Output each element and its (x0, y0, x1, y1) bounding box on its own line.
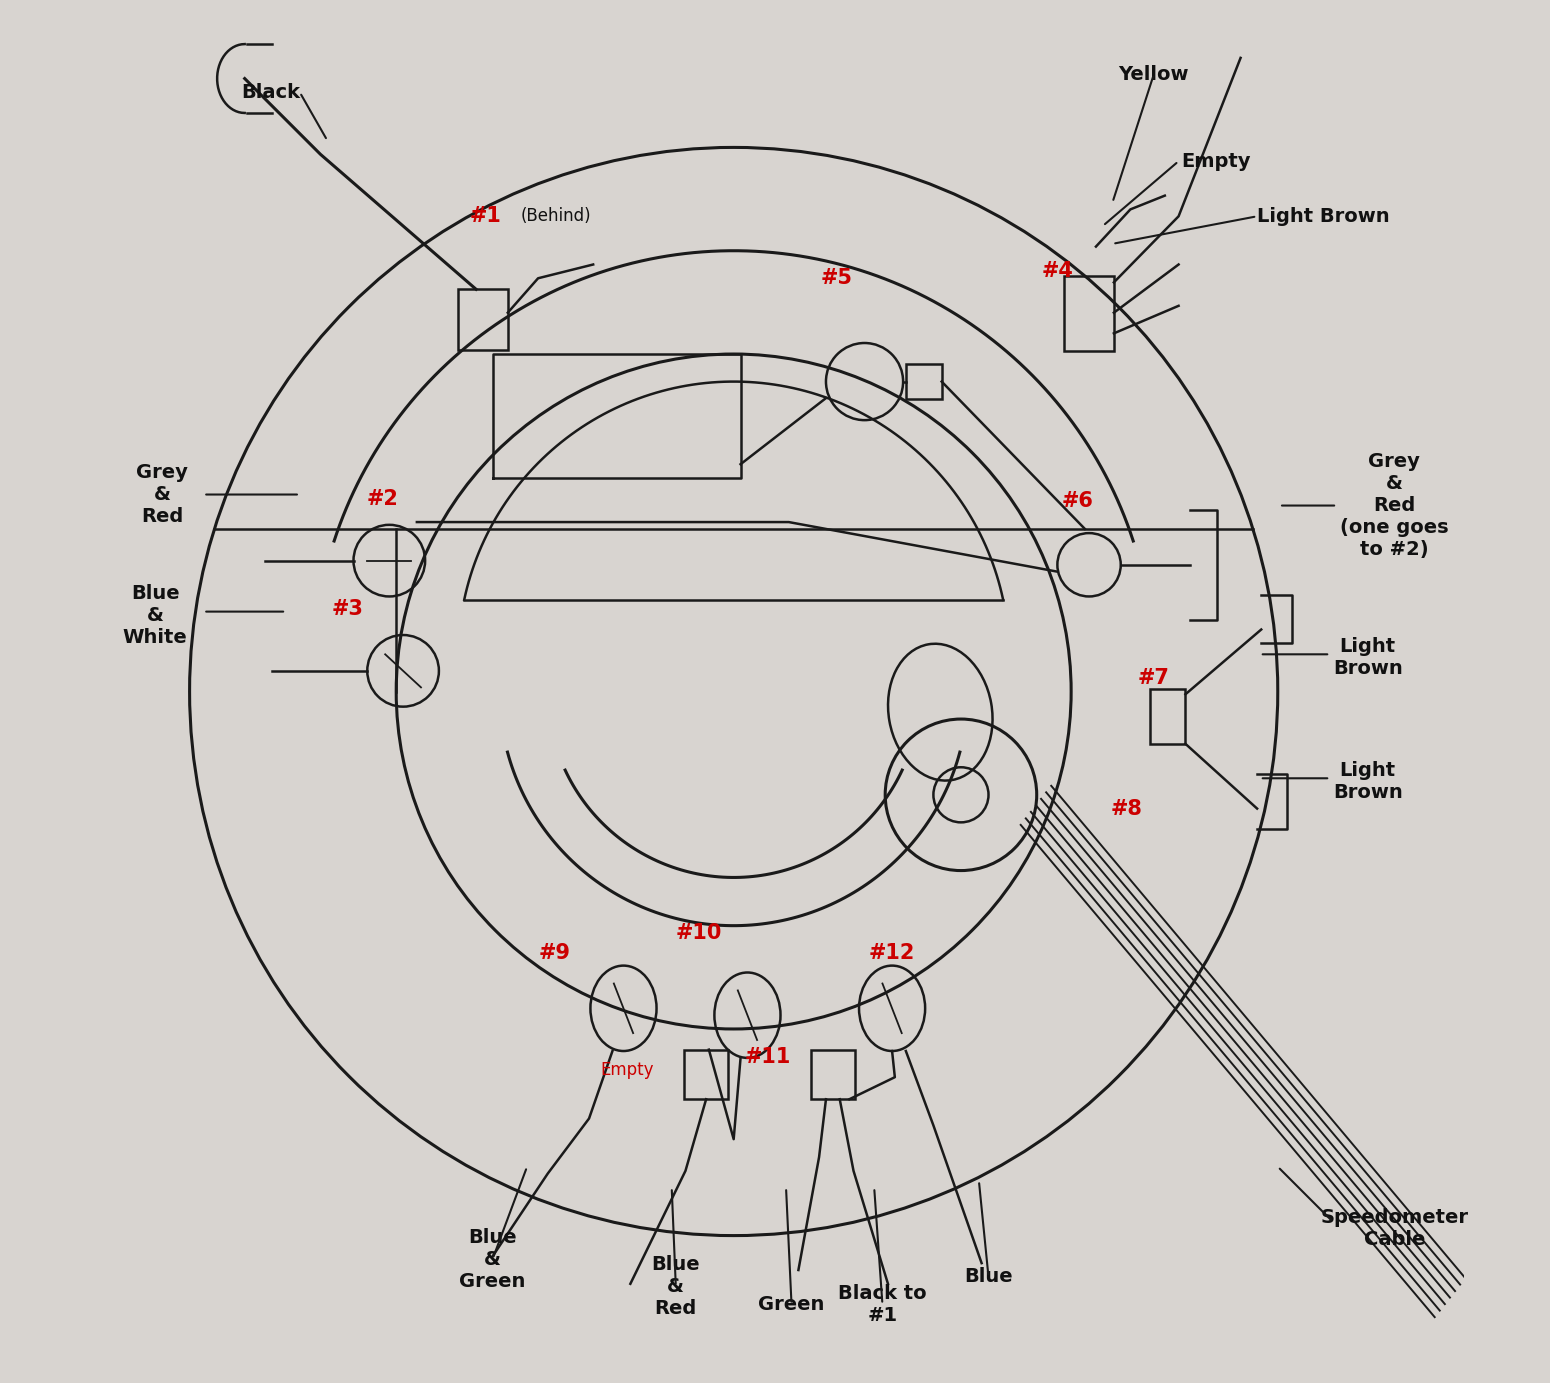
Text: Yellow: Yellow (1119, 65, 1189, 84)
Text: (Behind): (Behind) (521, 207, 591, 225)
Text: Empty: Empty (601, 1061, 654, 1079)
Text: Blue
&
Green: Blue & Green (459, 1228, 525, 1290)
Bar (1150, 689, 1186, 744)
Text: #9: #9 (538, 943, 570, 963)
Text: Blue
&
Red: Blue & Red (651, 1254, 701, 1318)
Text: #11: #11 (746, 1047, 792, 1066)
Text: Light Brown: Light Brown (1257, 207, 1390, 225)
Text: Light
Brown: Light Brown (1333, 761, 1403, 802)
Text: Grey
&
Red: Grey & Red (136, 463, 188, 526)
Text: #7: #7 (1138, 668, 1170, 687)
Text: #8: #8 (1110, 798, 1142, 819)
Text: #3: #3 (332, 599, 364, 618)
Text: Light
Brown: Light Brown (1333, 636, 1403, 678)
Text: #5: #5 (822, 268, 852, 288)
Bar (459, 289, 508, 350)
Text: Green: Green (758, 1294, 825, 1314)
Bar (811, 1050, 856, 1099)
Text: Speedometer
Cable: Speedometer Cable (1321, 1209, 1469, 1249)
Text: Black: Black (240, 83, 299, 102)
Text: #1: #1 (470, 206, 502, 227)
Text: Empty: Empty (1181, 152, 1251, 170)
Text: #10: #10 (676, 922, 722, 943)
Text: #4: #4 (1042, 261, 1073, 281)
Bar (905, 364, 942, 400)
Bar (1065, 275, 1114, 351)
Text: Blue: Blue (964, 1267, 1012, 1286)
Text: Black to
#1: Black to #1 (839, 1283, 927, 1325)
Text: Blue
&
White: Blue & White (122, 584, 188, 647)
Bar (684, 1050, 728, 1099)
Text: #12: #12 (870, 943, 914, 963)
Text: #2: #2 (366, 488, 398, 509)
Text: Grey
&
Red
(one goes
to #2): Grey & Red (one goes to #2) (1339, 452, 1448, 559)
Text: #6: #6 (1062, 491, 1094, 512)
